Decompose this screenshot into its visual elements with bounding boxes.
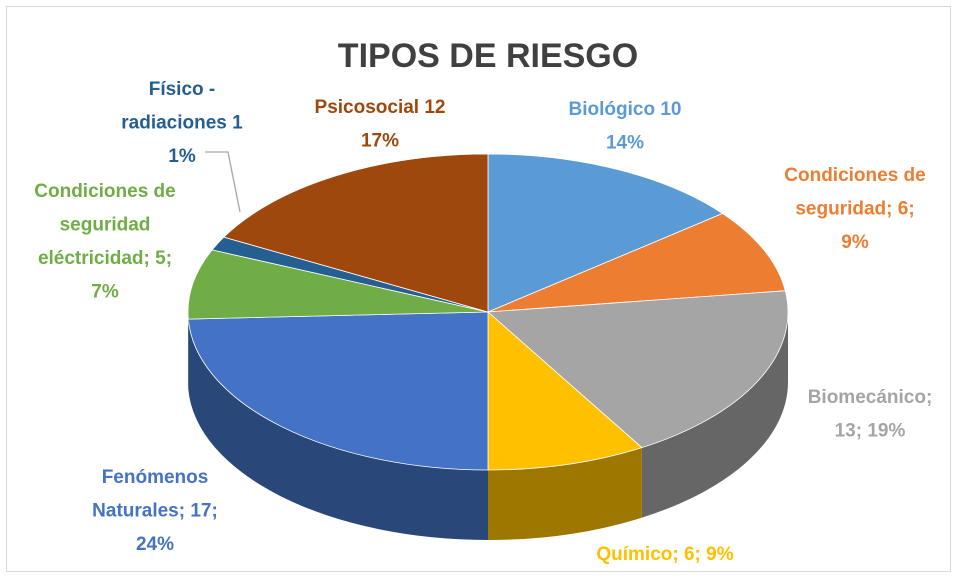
- data-label: seguridad; 6;: [795, 199, 914, 220]
- data-label: 13; 19%: [835, 421, 906, 442]
- slice: [223, 153, 489, 313]
- slice: [487, 213, 786, 313]
- slice-side: [641, 312, 789, 518]
- slice: [187, 311, 489, 540]
- data-label: 7%: [91, 282, 119, 303]
- data-label: Biomecánico;: [808, 387, 933, 408]
- data-label: Naturales; 17;: [92, 501, 218, 522]
- data-label: Fenómenos: [102, 467, 209, 488]
- slice: [487, 153, 724, 313]
- data-label: 24%: [136, 534, 174, 555]
- slice-side: [188, 319, 489, 540]
- slice-side: [488, 447, 642, 540]
- data-label: 1%: [168, 146, 196, 167]
- data-label: 14%: [606, 133, 644, 154]
- chart-title: TIPOS DE RIESGO: [338, 37, 638, 75]
- data-label: seguridad: [60, 215, 151, 236]
- slice-top: [487, 153, 724, 313]
- data-label: Condiciones de: [784, 165, 925, 186]
- data-label: Condiciones de: [34, 181, 175, 202]
- data-label: 9%: [841, 232, 869, 253]
- data-label: Psicosocial 12: [315, 97, 446, 118]
- data-label: Físico -: [149, 79, 216, 100]
- slice-top: [487, 213, 786, 313]
- slice: [487, 290, 789, 518]
- slice-top: [187, 249, 489, 320]
- data-label: eléctricidad; 5;: [38, 248, 172, 269]
- leader-line: [205, 151, 241, 213]
- slice-top: [187, 311, 489, 471]
- slice-top: [487, 311, 643, 471]
- data-label: Biológico 10: [569, 99, 682, 120]
- data-label: 17%: [361, 131, 399, 152]
- slice-top: [223, 153, 489, 313]
- data-label: radiaciones 1: [121, 113, 243, 134]
- slice-top: [487, 290, 789, 449]
- data-label: Químico; 6; 9%: [596, 544, 733, 565]
- slice: [187, 249, 489, 390]
- slice: [487, 311, 643, 540]
